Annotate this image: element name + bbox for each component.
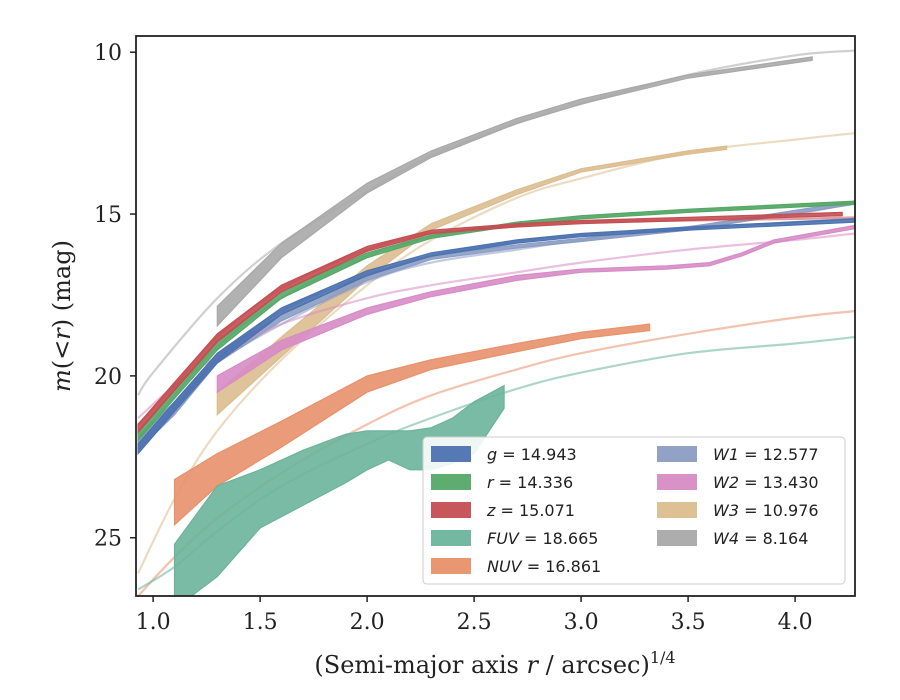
legend-swatch	[657, 502, 697, 518]
x-tick-label: 1.0	[136, 610, 171, 635]
legend-swatch	[657, 530, 697, 546]
legend-item-FUV: FUV = 18.665	[431, 529, 598, 548]
legend-item-z: z = 15.071	[431, 501, 575, 520]
legend-label: W1 = 12.577	[713, 445, 819, 464]
legend-swatch	[657, 446, 697, 462]
legend-item-W2: W2 = 13.430	[657, 473, 819, 492]
series-z	[137, 211, 855, 435]
y-tick-label: 10	[94, 41, 122, 66]
profile-band-W2	[216, 224, 855, 394]
x-tick-label: 3.5	[671, 610, 706, 635]
legend-swatch	[431, 530, 471, 546]
profile-band-FUV	[173, 384, 505, 596]
legend-box	[422, 436, 846, 585]
y-tick-label: 20	[94, 365, 122, 390]
legend-label: g = 14.943	[487, 445, 577, 464]
legend-label: FUV = 18.665	[487, 529, 598, 548]
x-tick-label: 2.0	[350, 610, 385, 635]
y-axis-label: m(<r) (mag)	[48, 240, 76, 392]
legend-item-g: g = 14.943	[431, 445, 577, 464]
profile-band-z	[137, 211, 843, 435]
legend-swatch	[431, 446, 471, 462]
legend-swatch	[657, 474, 697, 490]
profile-band-g	[137, 218, 855, 456]
legend-label: r = 14.336	[487, 473, 573, 492]
y-tick-label: 25	[94, 527, 122, 552]
legend-swatch	[431, 474, 471, 490]
series-g	[137, 217, 855, 456]
x-axis-label: (Semi-major axis r / arcsec)1/4	[314, 648, 675, 679]
legend-item-W4: W4 = 8.164	[657, 529, 808, 548]
series-FUV	[137, 335, 855, 596]
plot-frame	[135, 35, 856, 597]
ticks-layer: 1.0 1.5 2.0 2.5 3.0 3.5 4.0 10 15 20 25	[94, 41, 813, 635]
legend-item-r: r = 14.336	[431, 473, 573, 492]
legend-label: W4 = 8.164	[713, 529, 808, 548]
legend-label: W2 = 13.430	[713, 473, 819, 492]
legend-label: z = 15.071	[486, 501, 575, 520]
y-tick-label: 15	[94, 203, 122, 228]
profile-band-W4	[216, 56, 813, 328]
profile-band-NUV	[173, 323, 651, 527]
x-tick-label: 4.0	[778, 610, 813, 635]
series-layer	[137, 49, 855, 596]
legend-label: NUV = 16.861	[487, 557, 601, 576]
legend-swatch	[431, 558, 471, 574]
legend-label: W3 = 10.976	[713, 501, 819, 520]
legend-item-NUV: NUV = 16.861	[431, 557, 601, 576]
x-tick-label: 2.5	[457, 610, 492, 635]
x-tick-label: 1.5	[243, 610, 278, 635]
legend-swatch	[431, 502, 471, 518]
series-W4	[137, 49, 855, 396]
legend-item-W1: W1 = 12.577	[657, 445, 819, 464]
legend: g = 14.943 r = 14.336 z = 15.071 FUV = 18.6…	[422, 436, 846, 585]
x-tick-label: 3.0	[564, 610, 599, 635]
legend-item-W3: W3 = 10.976	[657, 501, 819, 520]
